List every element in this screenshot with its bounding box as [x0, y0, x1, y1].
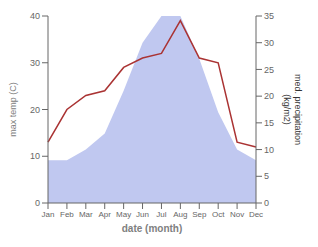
svg-text:Oct: Oct — [212, 210, 225, 219]
svg-text:20: 20 — [264, 91, 274, 101]
svg-text:0: 0 — [35, 198, 40, 208]
svg-text:30: 30 — [30, 58, 40, 68]
svg-text:Dec: Dec — [249, 210, 263, 219]
svg-text:date (month): date (month) — [122, 223, 183, 234]
svg-text:25: 25 — [264, 65, 274, 75]
svg-text:Jun: Jun — [136, 210, 149, 219]
svg-text:15: 15 — [264, 118, 274, 128]
svg-text:10: 10 — [264, 145, 274, 155]
svg-text:0: 0 — [264, 198, 269, 208]
svg-text:5: 5 — [264, 171, 269, 181]
svg-text:Jul: Jul — [156, 210, 166, 219]
svg-text:med. precipitation(kg/m2): med. precipitation(kg/m2) — [282, 74, 303, 145]
svg-text:30: 30 — [264, 38, 274, 48]
svg-text:Nov: Nov — [230, 210, 244, 219]
svg-text:Sep: Sep — [192, 210, 207, 219]
svg-text:May: May — [116, 210, 131, 219]
svg-text:40: 40 — [30, 11, 40, 21]
svg-text:Aug: Aug — [173, 210, 187, 219]
svg-text:Apr: Apr — [99, 210, 112, 219]
svg-text:10: 10 — [30, 151, 40, 161]
svg-text:35: 35 — [264, 11, 274, 21]
svg-text:max temp (C): max temp (C) — [8, 82, 18, 137]
svg-text:Feb: Feb — [60, 210, 74, 219]
svg-text:Jan: Jan — [42, 210, 55, 219]
svg-text:Mar: Mar — [79, 210, 93, 219]
svg-text:20: 20 — [30, 105, 40, 115]
